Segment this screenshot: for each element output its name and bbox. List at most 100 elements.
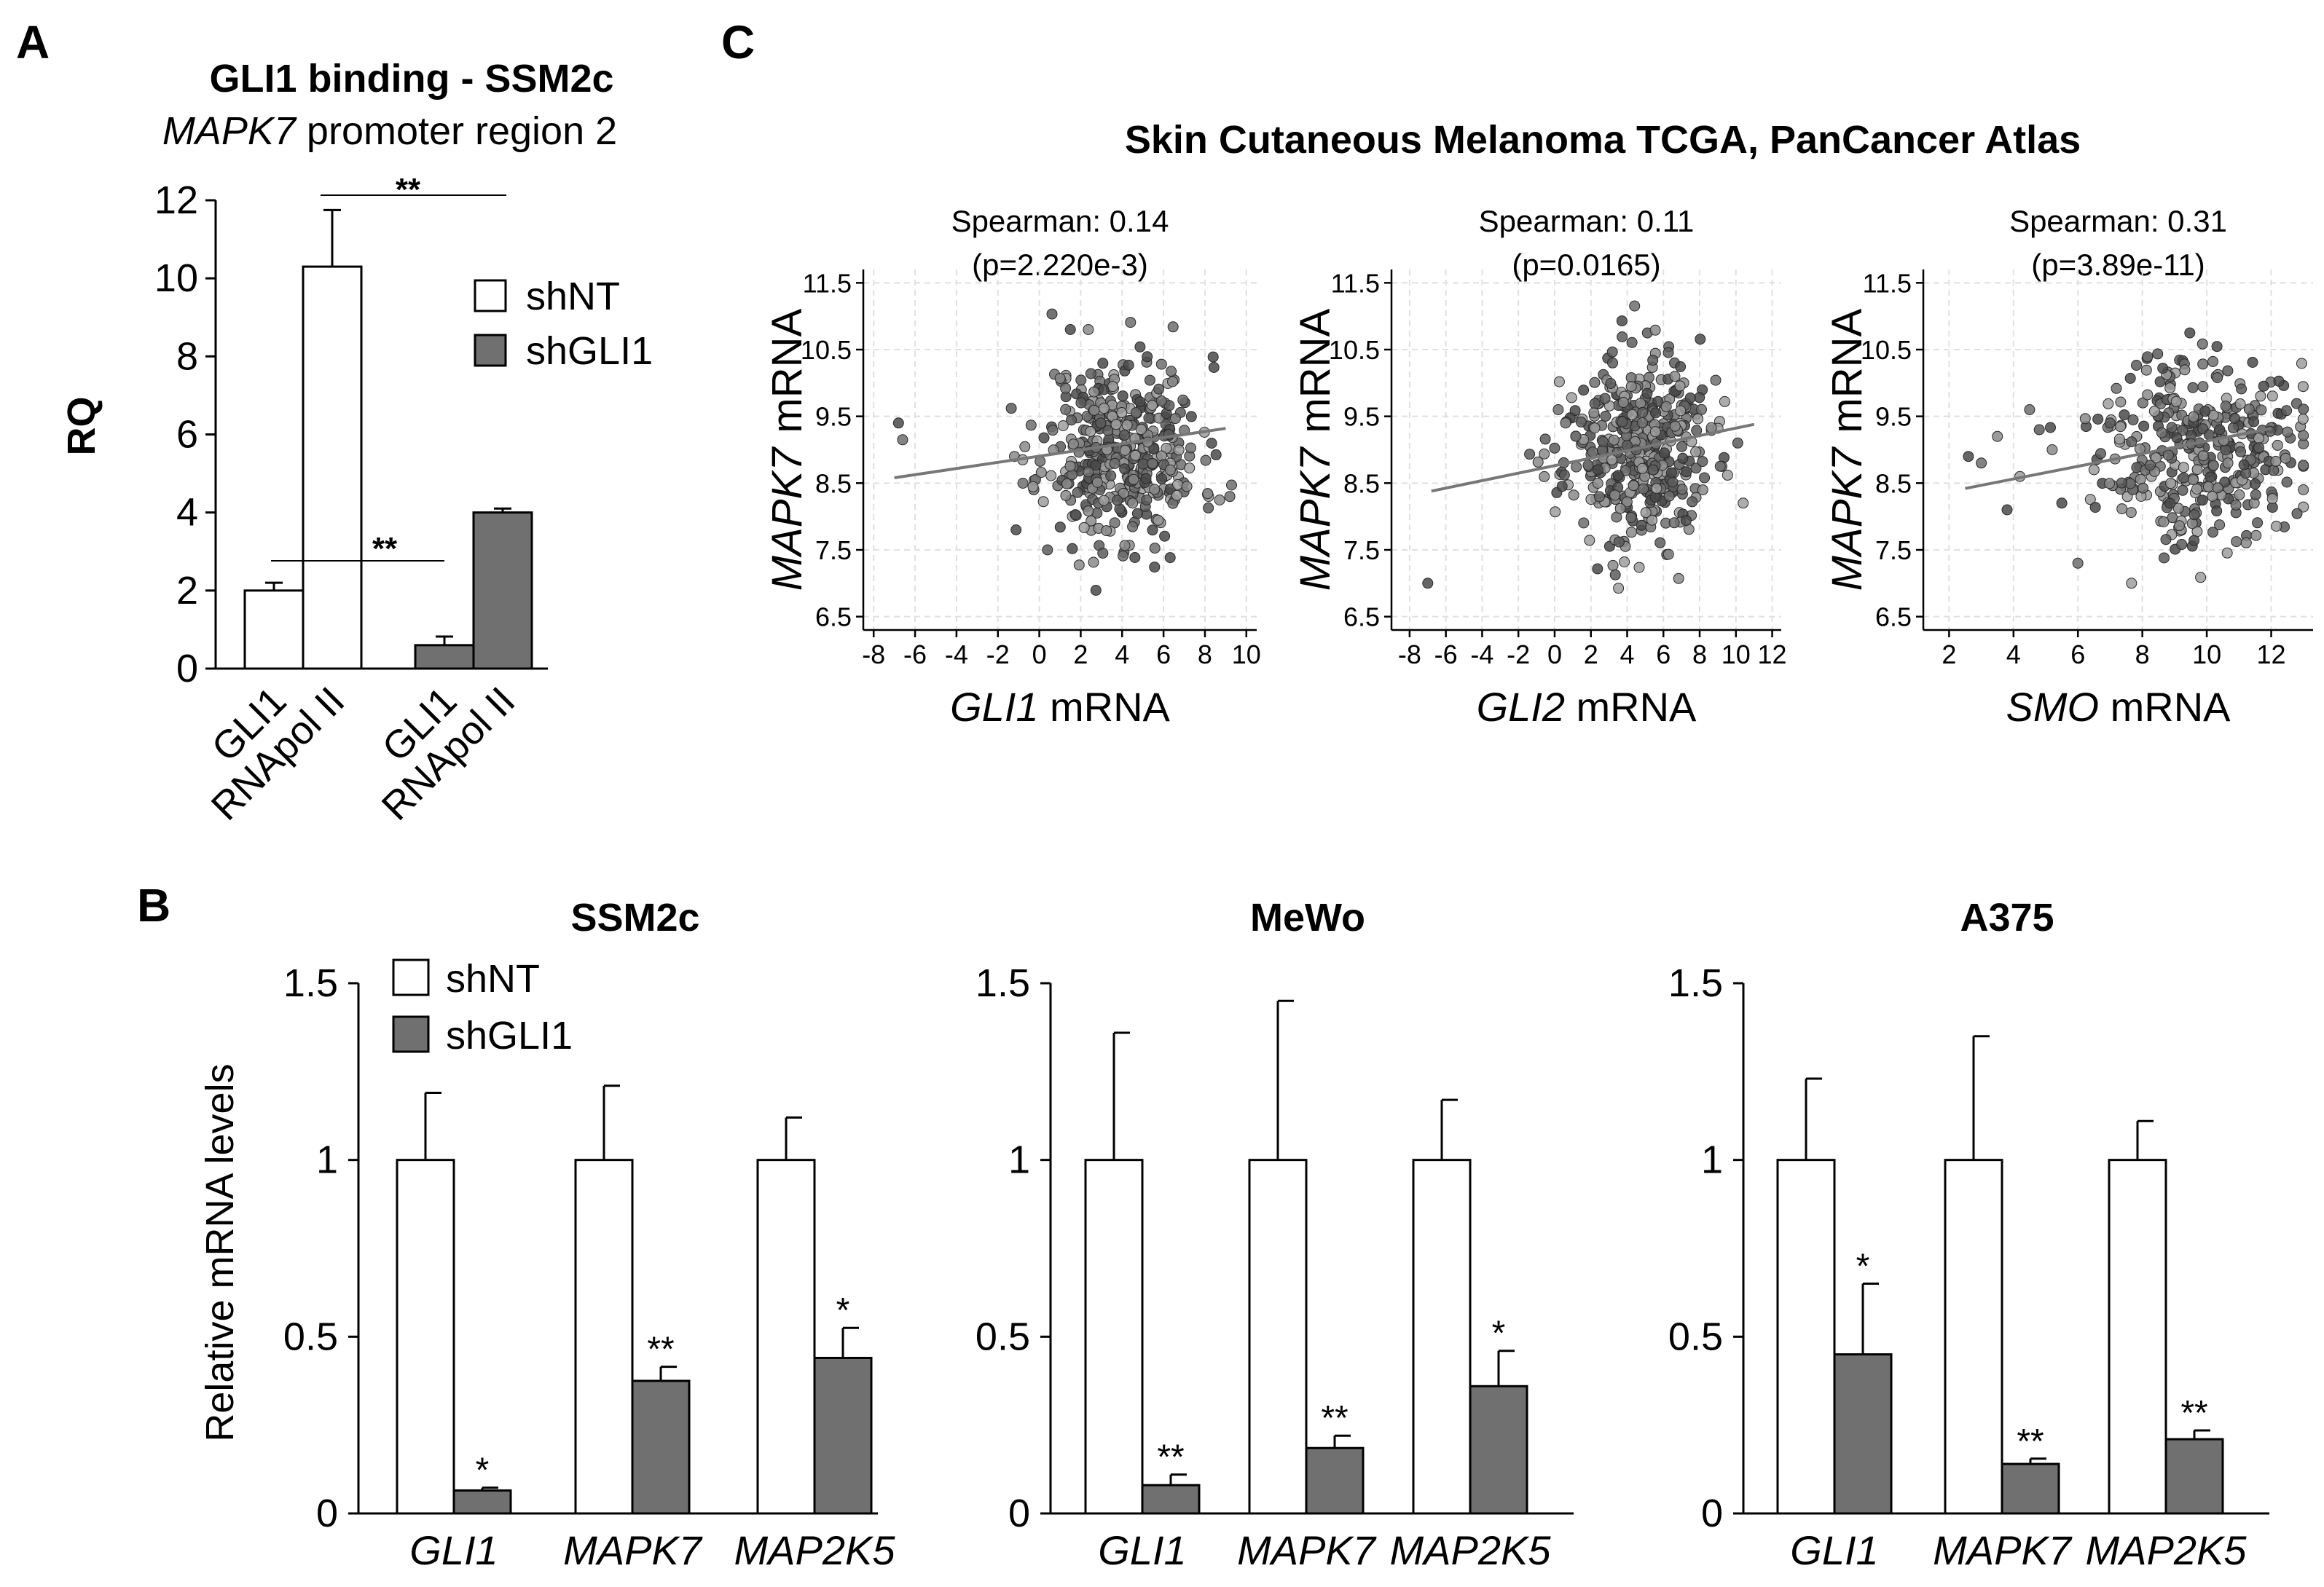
c-scatter-point	[1647, 355, 1659, 366]
c-scatter-point	[1637, 406, 1649, 418]
c-y-tick-label: 9.5	[815, 402, 852, 432]
c-scatter-point	[2228, 422, 2239, 433]
c-scatter-point	[1167, 321, 1179, 333]
c-scatter-point	[1130, 449, 1141, 461]
c-scatter-point	[1037, 496, 1049, 508]
c-scatter-point	[1625, 381, 1637, 392]
c-scatter-point	[2126, 436, 2137, 448]
c-x-tick-label: 4	[2006, 639, 2021, 669]
c-scatter-point	[1142, 351, 1153, 363]
b-x-tick-label: MAPK7	[563, 1527, 703, 1573]
c-scatter-point	[1054, 521, 1066, 533]
c-scatter-point	[2298, 501, 2309, 513]
c-scatter-point	[2212, 482, 2223, 494]
c-spearman-annotation: Spearman: 0.11	[1479, 204, 1695, 238]
a-bar	[243, 589, 305, 670]
c-x-tick-label: 6	[1656, 639, 1671, 669]
c-scatter-point	[1109, 457, 1120, 469]
c-scatter-point	[2250, 529, 2262, 541]
c-scatter-point	[1090, 585, 1102, 596]
c-scatter-point	[1185, 442, 1196, 454]
c-scatter-point	[1663, 490, 1675, 502]
c-scatter-point	[2272, 439, 2283, 451]
c-scatter-point	[1067, 543, 1078, 554]
b-x-tick-label: GLI1	[1790, 1527, 1878, 1573]
c-x-tick-label: -2	[1507, 639, 1530, 669]
c-scatter-point	[1085, 368, 1096, 379]
c-scatter-point	[1169, 413, 1181, 425]
c-scatter-point	[2178, 472, 2189, 484]
c-scatter-point	[2203, 429, 2215, 441]
c-x-tick-label: 10	[1232, 639, 1261, 669]
sig-mid-stars: **	[372, 531, 398, 567]
c-scatter-point	[1674, 380, 1686, 392]
c-scatter-point	[2207, 527, 2218, 538]
c-scatter-point	[2211, 505, 2223, 517]
c-scatter-point	[2253, 433, 2264, 444]
b-x-tick-label: MAP2K5	[2086, 1527, 2248, 1573]
c-scatter-point	[1992, 430, 2003, 442]
c-scatter-point	[1184, 462, 1196, 474]
c-scatter-point	[2236, 383, 2248, 395]
c-scatter-point	[1637, 417, 1648, 428]
c-scatter-point	[1690, 446, 1702, 457]
c-scatter-point	[1054, 373, 1066, 384]
c-scatter-point	[1097, 548, 1109, 559]
c-scatter-point	[1110, 419, 1122, 430]
c-scatter-point	[1210, 449, 1222, 460]
b-x-tick-label: MAPK7	[1933, 1527, 2073, 1573]
c-scatter-point	[1609, 569, 1621, 580]
b-bar	[1141, 1484, 1201, 1515]
legend-b-shgli1-swatch	[392, 1015, 430, 1053]
c-scatter-point	[1647, 464, 1659, 476]
c-scatter-point	[1060, 489, 1072, 501]
c-scatter-point	[1156, 473, 1168, 484]
c-y-axis-label: MAPK7mRNA	[763, 308, 811, 591]
panel-a-subtitle-rest: promoter region 2	[296, 109, 617, 153]
c-scatter-point	[1143, 412, 1155, 424]
c-scatter-point	[1141, 495, 1153, 505]
c-scatter-point	[2072, 557, 2084, 569]
c-scatter-point	[1606, 346, 1618, 358]
c-scatter-point	[1153, 383, 1165, 395]
legend-a-shnt-swatch	[474, 279, 507, 312]
c-scatter-point	[2024, 404, 2036, 415]
c-x-tick-label: 2	[1584, 639, 1598, 669]
c-scatter-point	[1710, 374, 1722, 386]
b-y-tick-label: 0.5	[1668, 1315, 1723, 1358]
c-scatter-point	[2214, 519, 2226, 531]
c-scatter-point	[1075, 374, 1087, 386]
c-scatter-point	[1085, 426, 1096, 437]
c-scatter-point	[1101, 525, 1112, 537]
c-scatter-point	[1177, 394, 1189, 406]
legend-b-shgli1-label: shGLI1	[446, 1014, 573, 1058]
c-scatter-point	[1088, 404, 1100, 416]
c-scatter-point	[1042, 544, 1053, 556]
c-scatter-point	[1681, 466, 1692, 478]
c-y-tick-label: 6.5	[815, 602, 852, 632]
a-y-tick-label: 6	[176, 413, 198, 457]
c-scatter-point	[2137, 482, 2149, 494]
legend-a-shgli1-label: shGLI1	[526, 329, 653, 373]
c-scatter-point	[2115, 421, 2127, 433]
c-scatter-point	[1613, 583, 1625, 594]
c-x-tick-label: 8	[1692, 639, 1707, 669]
c-scatter-point	[1963, 451, 1974, 462]
c-scatter-point	[1659, 447, 1670, 459]
c-scatter-point	[1159, 530, 1171, 542]
c-scatter-point	[1665, 467, 1677, 479]
c-scatter-point	[1098, 495, 1110, 506]
c-scatter-point	[1592, 563, 1603, 575]
c-scatter-point	[1107, 381, 1118, 393]
c-scatter-point	[2197, 495, 2208, 506]
c-scatter-point	[2089, 502, 2101, 513]
c-scatter-point	[2164, 382, 2176, 394]
b-significance-stars: **	[2180, 1394, 2207, 1433]
c-scatter-point	[2197, 381, 2209, 393]
c-scatter-point	[2298, 460, 2309, 471]
panel-b-a375-chart: A375 0 0.5 1 1.5 * GLI1 ** MAPK7 ** MAP2K5	[1668, 896, 2269, 1573]
c-scatter-point	[1118, 430, 1130, 441]
c-x-tick-label: -8	[1398, 639, 1421, 669]
c-x-tick-label: -2	[986, 639, 1010, 669]
c-scatter-point	[2207, 355, 2218, 367]
